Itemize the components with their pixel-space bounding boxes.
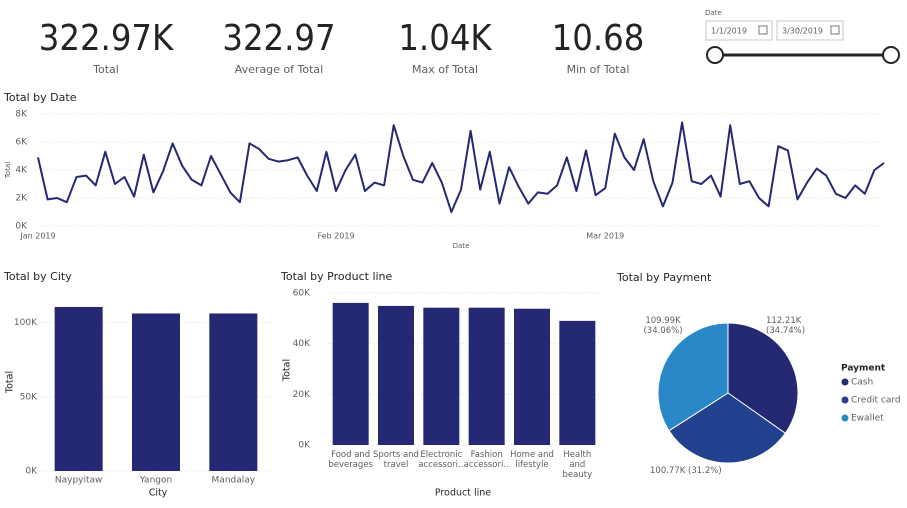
bar — [209, 313, 258, 471]
y-tick-label: 0K — [25, 467, 38, 477]
x-tick-label-box: Sports and travel — [373, 450, 419, 470]
x-tick-label-box: Home and lifestyle — [510, 450, 554, 470]
date-end-box[interactable] — [776, 20, 844, 41]
y-axis-title: Total — [282, 359, 293, 382]
y-tick-label: 6K — [15, 138, 28, 148]
chart-title: Total by Date — [3, 91, 77, 104]
x-tick-label: Health and beauty — [562, 450, 593, 480]
y-axis-title: Total — [5, 371, 16, 394]
y-tick-label: 0K — [298, 441, 311, 451]
data-label-box: 109.99K (34.06%) — [643, 316, 683, 336]
kpi-label: Total — [92, 63, 119, 76]
x-tick-label: Naypyitaw — [55, 476, 103, 486]
x-tick-label: Feb 2019 — [317, 232, 354, 241]
x-axis-title: Date — [453, 242, 470, 250]
legend-marker — [841, 378, 849, 386]
data-label-box: 112.21K (34.74%) — [766, 316, 806, 336]
kpi-value: 1.04K — [398, 18, 492, 59]
bar — [423, 307, 460, 445]
calendar-icon[interactable] — [830, 25, 840, 35]
x-tick-label-box: Electronic accessori... — [418, 450, 465, 470]
y-tick-label: 0K — [15, 222, 28, 232]
line — [37, 121, 885, 213]
chart-title: Total by Product line — [280, 270, 393, 283]
slicer-label: Date — [705, 9, 722, 17]
x-tick-label: Food and beverages — [328, 450, 373, 470]
y-tick-label: 2K — [15, 194, 28, 204]
chart-title: Total by City — [3, 270, 72, 283]
x-tick-label: Jan 2019 — [19, 232, 55, 241]
x-tick-label: Sports and travel — [373, 450, 419, 470]
y-tick-label: 100K — [14, 318, 38, 328]
legend-title: Payment — [841, 364, 886, 374]
legend-marker — [841, 396, 849, 404]
kpi-value: 322.97 — [222, 18, 335, 59]
y-tick-label: 60K — [293, 289, 311, 299]
bar — [332, 302, 369, 445]
x-tick-label: Mandalay — [212, 476, 256, 486]
data-label: 100.77K (31.2%) — [650, 466, 722, 476]
pie-slice — [668, 392, 786, 464]
data-label: 109.99K (34.06%) — [643, 316, 683, 336]
y-tick-label: 40K — [293, 339, 311, 349]
kpi-label: Average of Total — [235, 63, 323, 76]
legend-marker — [841, 414, 849, 422]
x-axis-title: Product line — [435, 488, 491, 499]
y-tick-label: 8K — [15, 110, 28, 120]
kpi-label: Max of Total — [412, 63, 478, 76]
bar — [132, 313, 180, 471]
slider-handle[interactable] — [882, 46, 900, 64]
bar — [54, 306, 103, 471]
y-axis-title: Total — [4, 162, 12, 179]
y-tick-label: 20K — [293, 390, 311, 400]
date-start[interactable]: 1/1/2019 — [711, 27, 747, 36]
legend-label: Ewallet — [851, 414, 884, 424]
data-label: 112.21K (34.74%) — [766, 316, 806, 336]
x-tick-label: Mar 2019 — [586, 232, 624, 241]
legend-label: Cash — [851, 378, 873, 388]
bar — [514, 308, 550, 445]
calendar-icon[interactable] — [758, 25, 768, 35]
bar — [468, 307, 505, 445]
legend-label: Credit card — [851, 396, 901, 406]
kpi-value: 322.97K — [39, 18, 174, 59]
kpi-label: Min of Total — [567, 63, 630, 76]
kpi-value: 10.68 — [552, 18, 645, 59]
pie-slice — [657, 322, 729, 432]
x-tick-label-box: Food and beverages — [328, 450, 373, 470]
date-start-box[interactable] — [705, 20, 773, 41]
x-tick-label: Yangon — [139, 476, 172, 486]
bar — [378, 305, 414, 445]
y-tick-label: 50K — [20, 392, 38, 402]
bar — [559, 320, 596, 445]
data-label-box: 100.77K (31.2%) — [650, 466, 722, 476]
date-end[interactable]: 3/30/2019 — [782, 27, 823, 36]
pie-slice — [727, 322, 799, 434]
chart-title: Total by Payment — [616, 271, 712, 284]
x-tick-label-box: Fashion accessori... — [463, 450, 510, 470]
x-axis-title: City — [149, 488, 168, 499]
y-tick-label: 4K — [15, 166, 28, 176]
slider-handle[interactable] — [706, 46, 724, 64]
x-tick-label: Fashion accessori... — [463, 450, 510, 470]
x-tick-label: Home and lifestyle — [510, 450, 554, 470]
x-tick-label-box: Health and beauty — [562, 450, 593, 480]
x-tick-label: Electronic accessori... — [418, 450, 465, 470]
